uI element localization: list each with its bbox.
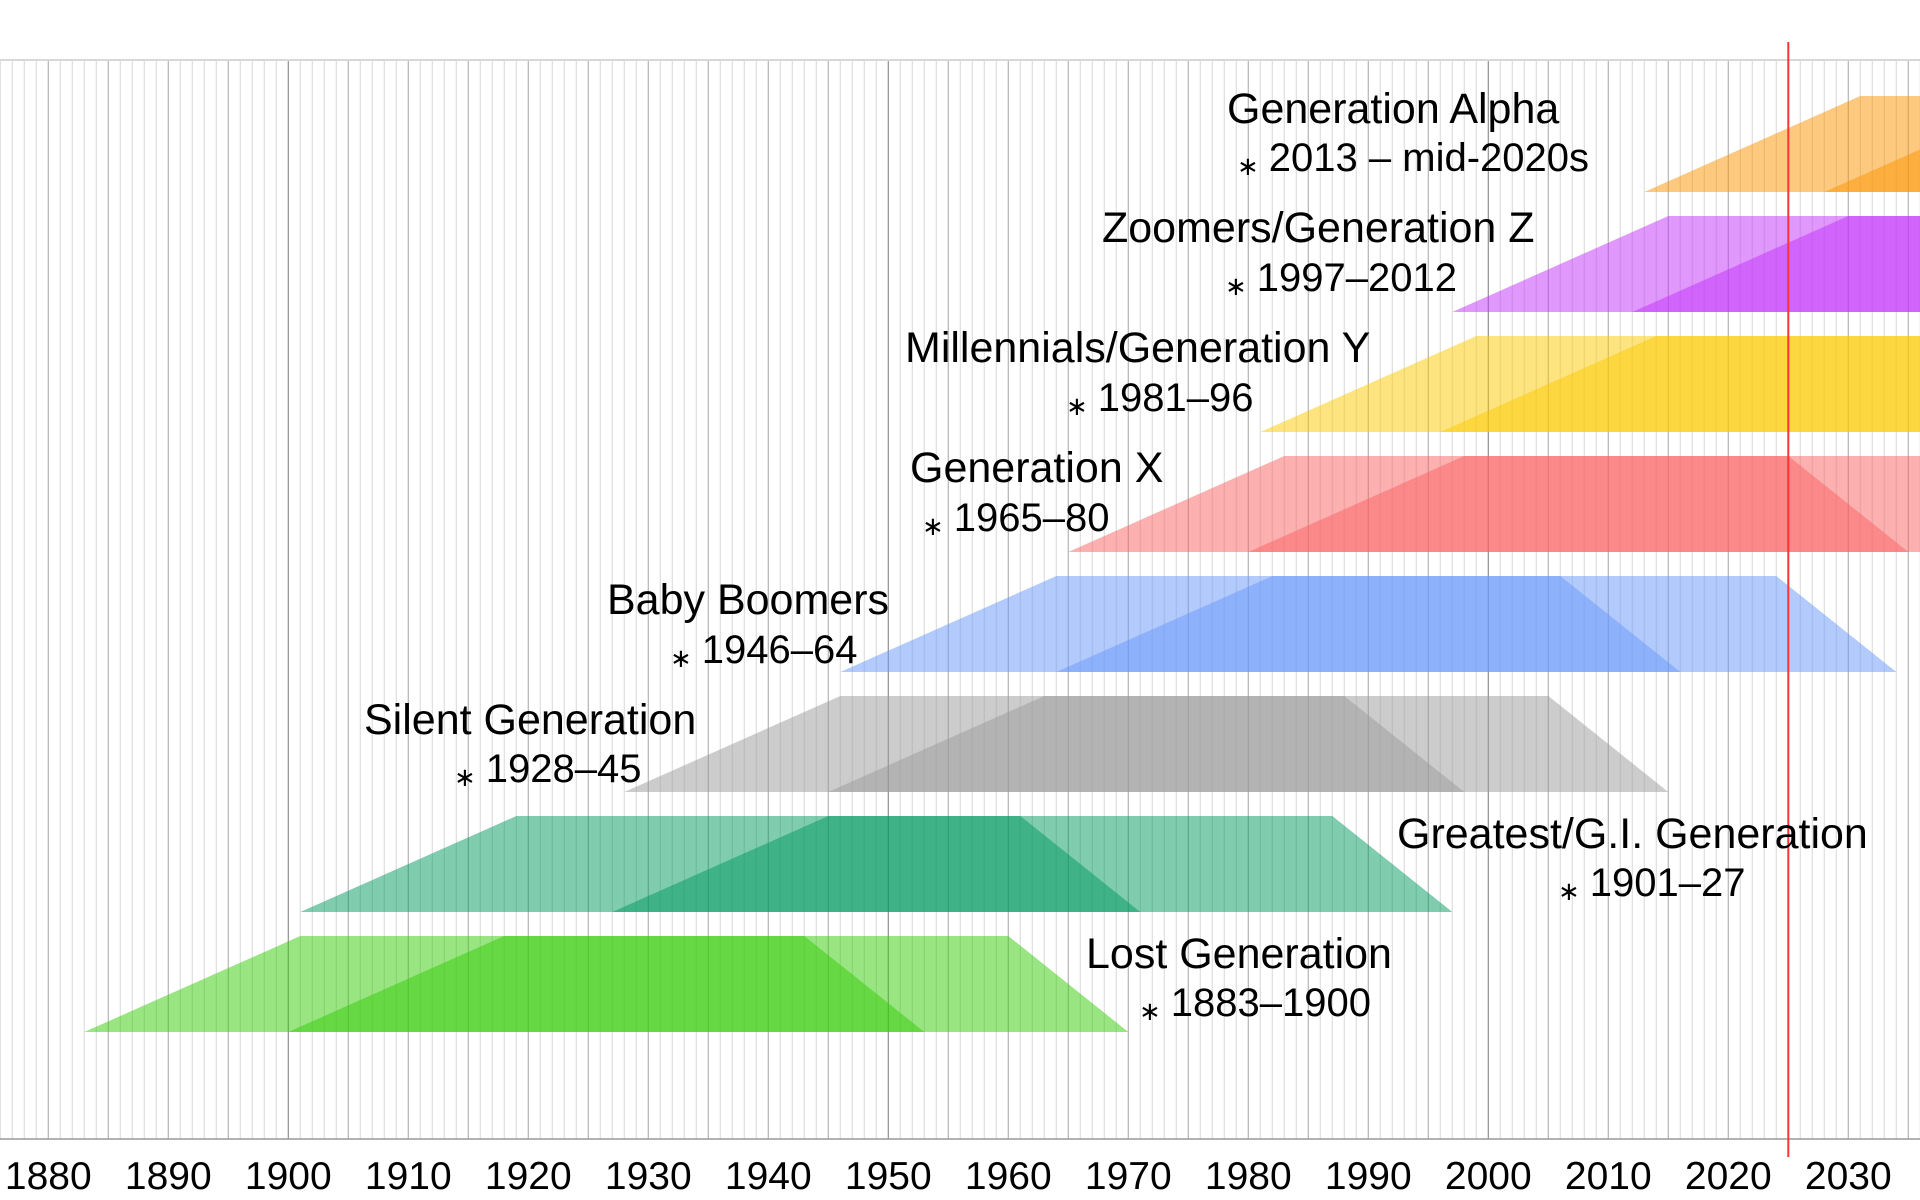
cohort-trapezoid (1056, 576, 1897, 672)
x-tick-label: 1970 (1085, 1155, 1172, 1198)
generation-name: Silent Generation (364, 696, 696, 744)
birth-marker-icon: ∗ (1139, 996, 1161, 1026)
generation-shape (1644, 96, 1920, 192)
generation-labels: Lost Generation ∗ 1883–1900 Greatest/G.I. G… (364, 85, 1868, 1026)
x-tick-label: 1980 (1205, 1155, 1292, 1198)
x-tick-label: 1910 (365, 1155, 452, 1198)
x-tick-label: 1950 (845, 1155, 932, 1198)
cohort-trapezoid (1824, 149, 1920, 192)
generation-name: Generation Alpha (1227, 85, 1559, 133)
generation-label: Silent Generation ∗ 1928–45 (364, 696, 696, 792)
generation-birth-range: ∗ 1946–64 (670, 628, 858, 673)
generation-shape (300, 816, 1453, 912)
generation-name: Baby Boomers (607, 576, 889, 624)
birth-marker-icon: ∗ (670, 643, 692, 673)
cohort-trapezoid (288, 936, 1129, 1032)
cohort-trapezoid (828, 696, 1669, 792)
birth-range-text: 1981–96 (1098, 376, 1254, 420)
generation-label: Baby Boomers ∗ 1946–64 (607, 576, 889, 673)
x-tick-label: 1940 (725, 1155, 812, 1198)
x-tick-label: 2010 (1565, 1155, 1652, 1198)
birth-marker-icon: ∗ (922, 511, 944, 541)
generation-name: Greatest/G.I. Generation (1397, 810, 1868, 858)
generation-shape (840, 576, 1897, 672)
birth-range-text: 1965–80 (954, 496, 1110, 540)
generation-birth-range: ∗ 2013 – mid-2020s (1237, 136, 1589, 181)
generation-label: Millennials/Generation Y ∗ 1981–96 (905, 324, 1370, 421)
generation-shape (1260, 336, 1920, 432)
birth-range-text: 1997–2012 (1257, 256, 1457, 300)
generation-shapes (84, 96, 1920, 1032)
x-tick-label: 2000 (1445, 1155, 1532, 1198)
x-tick-label: 2020 (1685, 1155, 1772, 1198)
generation-label: Lost Generation ∗ 1883–1900 (1086, 930, 1392, 1026)
generation-label: Zoomers/Generation Z ∗ 1997–2012 (1102, 204, 1535, 301)
generation-shape (624, 696, 1669, 792)
generation-label: Generation Alpha ∗ 2013 – mid-2020s (1227, 85, 1589, 181)
generation-birth-range: ∗ 1928–45 (454, 747, 642, 792)
birth-range-text: 1883–1900 (1171, 981, 1371, 1025)
birth-range-text: 2013 – mid-2020s (1269, 136, 1589, 180)
birth-marker-icon: ∗ (1225, 271, 1247, 301)
x-tick-label: 1890 (125, 1155, 212, 1198)
generation-birth-range: ∗ 1901–27 (1558, 861, 1746, 906)
birth-range-text: 1928–45 (486, 747, 642, 791)
generation-name: Generation X (910, 444, 1163, 492)
generation-name: Lost Generation (1086, 930, 1392, 978)
birth-marker-icon: ∗ (454, 762, 476, 792)
cohort-trapezoid (612, 816, 1453, 912)
generation-birth-range: ∗ 1981–96 (1066, 376, 1254, 421)
cohort-trapezoid (1440, 336, 1920, 432)
generation-shape (1068, 456, 1920, 552)
birth-marker-icon: ∗ (1237, 151, 1259, 181)
generation-birth-range: ∗ 1997–2012 (1225, 256, 1457, 301)
generation-label: Greatest/G.I. Generation ∗ 1901–27 (1397, 810, 1868, 906)
birth-range-text: 1901–27 (1590, 861, 1746, 905)
x-axis-tick-labels: 1880 1890 1900 1910 1920 1930 1940 1950 1960 1970… (5, 1155, 1892, 1198)
cohort-trapezoid (1632, 216, 1920, 312)
birth-marker-icon: ∗ (1066, 391, 1088, 421)
cohort-trapezoid (1644, 96, 1920, 192)
cohort-trapezoid (1248, 456, 1920, 552)
x-tick-label: 1990 (1325, 1155, 1412, 1198)
generation-shape (84, 936, 1129, 1032)
generation-birth-range: ∗ 1883–1900 (1139, 981, 1371, 1026)
birth-range-text: 1946–64 (702, 628, 858, 672)
birth-marker-icon: ∗ (1558, 876, 1580, 906)
x-tick-label: 1920 (485, 1155, 572, 1198)
generation-label: Generation X ∗ 1965–80 (910, 444, 1163, 541)
generation-birth-range: ∗ 1965–80 (922, 496, 1110, 541)
x-tick-label: 1900 (245, 1155, 332, 1198)
generation-name: Millennials/Generation Y (905, 324, 1370, 372)
x-tick-label: 1960 (965, 1155, 1052, 1198)
x-tick-label: 2030 (1805, 1155, 1892, 1198)
x-tick-label: 1880 (5, 1155, 92, 1198)
generation-name: Zoomers/Generation Z (1102, 204, 1535, 252)
generation-shape (1452, 216, 1920, 312)
x-tick-label: 1930 (605, 1155, 692, 1198)
